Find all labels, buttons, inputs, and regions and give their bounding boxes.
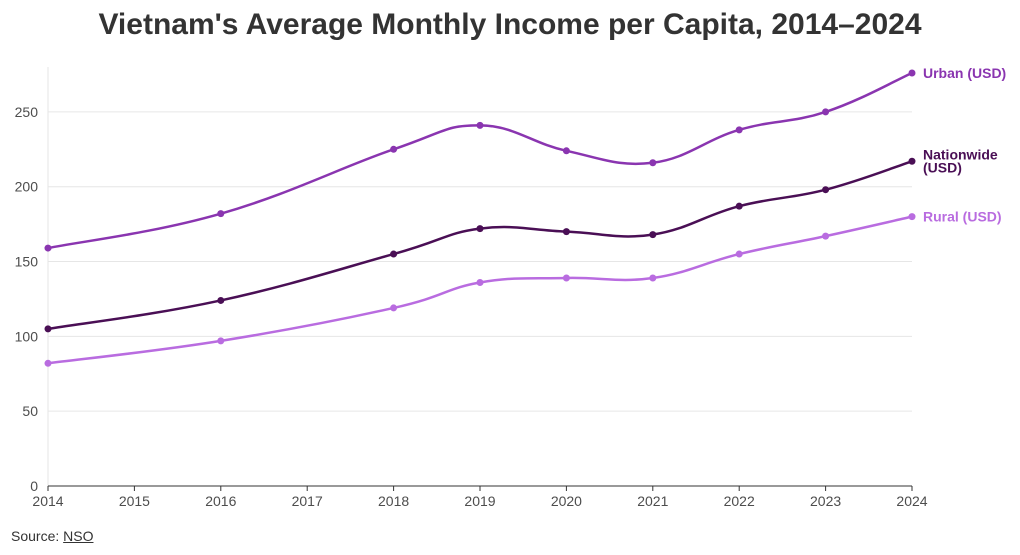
source-note: Source: NSO bbox=[11, 528, 93, 544]
series-line-nationwide-usd bbox=[47, 160, 913, 331]
data-point-rural-usd bbox=[822, 232, 830, 240]
x-tick-label: 2021 bbox=[637, 493, 668, 509]
x-tick-label: 2015 bbox=[119, 493, 150, 509]
data-point-urban-usd bbox=[649, 159, 657, 167]
data-point-rural-usd bbox=[649, 274, 657, 282]
series-labels: Urban (USD) Nationwide (USD) Rural (USD) bbox=[923, 65, 1006, 225]
data-point-urban-usd bbox=[735, 126, 743, 134]
x-tick-label: 2024 bbox=[896, 493, 927, 509]
series-line-rural-usd bbox=[47, 215, 913, 365]
y-tick-label: 150 bbox=[15, 254, 39, 270]
series-line-urban-usd bbox=[47, 71, 913, 250]
y-tick-label: 100 bbox=[15, 328, 39, 344]
data-point-nationwide-usd bbox=[908, 157, 916, 165]
data-point-nationwide-usd bbox=[735, 202, 743, 210]
series-label-nationwide-usd: Nationwide (USD) bbox=[923, 146, 998, 175]
data-point-rural-usd bbox=[217, 337, 225, 345]
x-tick-label: 2019 bbox=[464, 493, 495, 509]
series-label-rural-usd: Rural (USD) bbox=[923, 209, 1002, 225]
data-point-nationwide-usd bbox=[649, 231, 657, 239]
data-point-rural-usd bbox=[908, 213, 916, 221]
data-point-rural-usd bbox=[476, 278, 484, 286]
series-label-urban-usd: Urban (USD) bbox=[923, 65, 1006, 81]
x-tick-label: 2017 bbox=[292, 493, 323, 509]
source-label: Source: bbox=[11, 528, 60, 544]
axes: 0 50 100 150 200 250 2014 2015 2016 2017 2018 2019 2… bbox=[15, 67, 928, 509]
source-link[interactable]: NSO bbox=[63, 528, 94, 544]
data-point-nationwide-usd bbox=[476, 225, 484, 233]
x-tick-label: 2020 bbox=[551, 493, 582, 509]
data-point-rural-usd bbox=[735, 250, 743, 258]
x-tick-label: 2018 bbox=[378, 493, 409, 509]
data-point-nationwide-usd bbox=[562, 228, 570, 236]
x-tick-label: 2016 bbox=[205, 493, 236, 509]
series-lines bbox=[44, 69, 916, 367]
data-point-rural-usd bbox=[390, 304, 398, 312]
y-tick-label: 0 bbox=[30, 478, 38, 494]
data-point-rural-usd bbox=[44, 359, 52, 367]
data-point-urban-usd bbox=[908, 69, 916, 77]
grid-lines bbox=[48, 111, 912, 412]
y-tick-label: 200 bbox=[15, 179, 39, 195]
data-point-urban-usd bbox=[822, 108, 830, 116]
x-tick-label: 2022 bbox=[724, 493, 755, 509]
line-chart: 0 50 100 150 200 250 2014 2015 2016 2017 2018 2019 2… bbox=[15, 65, 1007, 509]
data-point-urban-usd bbox=[44, 244, 52, 252]
data-point-urban-usd bbox=[390, 145, 398, 153]
chart-title: Vietnam's Average Monthly Income per Cap… bbox=[98, 8, 922, 41]
y-tick-label: 50 bbox=[22, 403, 38, 419]
data-point-nationwide-usd bbox=[217, 296, 225, 304]
x-tick-label: 2023 bbox=[810, 493, 841, 509]
data-point-nationwide-usd bbox=[390, 250, 398, 258]
data-point-nationwide-usd bbox=[822, 186, 830, 194]
y-tick-label: 250 bbox=[15, 104, 39, 120]
data-point-urban-usd bbox=[217, 210, 225, 218]
x-tick-label: 2014 bbox=[32, 493, 63, 509]
data-point-rural-usd bbox=[562, 274, 570, 282]
data-point-urban-usd bbox=[562, 147, 570, 155]
data-point-nationwide-usd bbox=[44, 325, 52, 333]
data-point-urban-usd bbox=[476, 121, 484, 129]
